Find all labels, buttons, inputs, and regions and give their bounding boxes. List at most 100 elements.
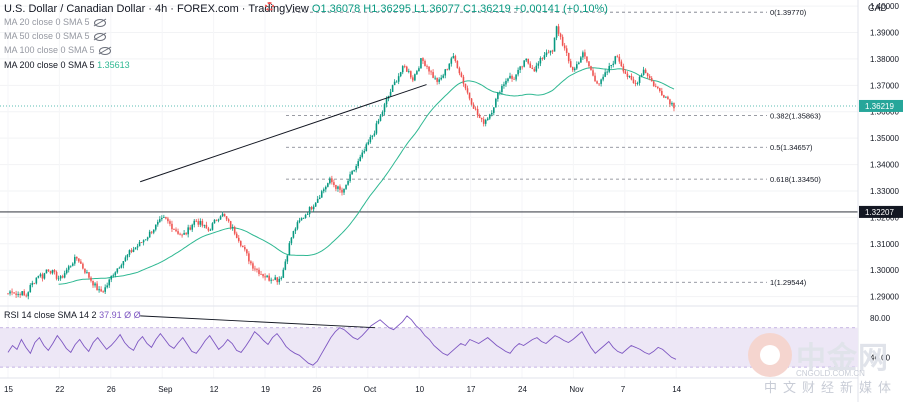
- settings-icon[interactable]: [265, 2, 274, 11]
- candle-body: [84, 268, 86, 273]
- candle-body: [598, 83, 600, 85]
- candle-body: [207, 228, 210, 231]
- time-tick-label: 19: [261, 385, 270, 394]
- candle-body: [563, 45, 566, 49]
- currency-label[interactable]: CAD: [868, 3, 888, 13]
- candle-body: [175, 229, 177, 232]
- candle-body: [114, 272, 117, 276]
- candle-body: [329, 178, 331, 184]
- candle-body: [484, 120, 487, 124]
- candle-body: [37, 275, 40, 278]
- candle-body: [258, 269, 260, 275]
- candle-body: [482, 119, 485, 124]
- candle-body: [223, 213, 226, 217]
- time-tick-label: Oct: [364, 385, 377, 394]
- candle-body: [7, 293, 9, 295]
- chart-header: U.S. Dollar / Canadian Dollar · 4h · FOR…: [4, 3, 608, 15]
- time-tick-label: 24: [518, 385, 527, 394]
- candle-body: [27, 292, 30, 297]
- candle-body: [239, 241, 242, 246]
- candle-body: [134, 247, 137, 250]
- candle-body: [55, 271, 58, 279]
- candle-body: [450, 58, 453, 64]
- candle-body: [389, 91, 392, 96]
- hidden-eye-icon[interactable]: [93, 32, 106, 41]
- candle-body: [580, 57, 582, 63]
- candle-body: [369, 136, 372, 143]
- candle-body: [385, 98, 388, 105]
- candle-body: [90, 277, 92, 281]
- candle-body: [669, 99, 671, 105]
- candle-body: [57, 278, 60, 280]
- candle-body: [632, 79, 635, 84]
- time-tick-label: 17: [467, 385, 476, 394]
- candle-body: [505, 80, 507, 85]
- candle-body: [33, 282, 36, 284]
- candle-body: [92, 280, 94, 286]
- candle-body: [262, 274, 264, 277]
- candle-body: [355, 165, 357, 171]
- fib-level-label: 1(1.29544): [770, 278, 807, 287]
- rsi-pane[interactable]: 80.00 40.00: [0, 305, 891, 368]
- candle-body: [478, 114, 481, 118]
- candle-body: [442, 75, 445, 78]
- candle-body: [100, 289, 102, 292]
- candle-body: [438, 79, 440, 82]
- candle-body: [578, 62, 580, 65]
- price-axis[interactable]: 1.40000 1.39000 1.38000 1.37000 1.36000 1.350…: [857, 0, 903, 402]
- candle-body: [379, 115, 382, 121]
- candle-body: [280, 277, 283, 279]
- candle-body: [357, 161, 359, 166]
- candle-body: [353, 170, 355, 172]
- candle-body: [622, 66, 625, 72]
- candle-body: [288, 243, 291, 256]
- candle-body: [171, 223, 173, 230]
- candle-body: [393, 81, 396, 86]
- candle-body: [108, 279, 111, 286]
- candle-body: [337, 186, 339, 189]
- candle-body: [551, 50, 554, 52]
- candle-body: [244, 247, 246, 250]
- legend-ma50[interactable]: MA 50 close 0 SMA 5: [4, 31, 106, 41]
- candle-body: [565, 48, 568, 53]
- candle-body: [333, 182, 335, 186]
- rsi-legend[interactable]: RSI 14 close SMA 14 2 37.91 Ø Ø: [4, 310, 141, 320]
- candle-body: [424, 60, 426, 66]
- candle-body: [454, 56, 457, 62]
- candle-body: [181, 234, 183, 236]
- candle-body: [312, 206, 315, 210]
- candle-body: [412, 77, 414, 81]
- candle-body: [430, 71, 432, 73]
- candle-body: [521, 66, 523, 68]
- symbol-title[interactable]: U.S. Dollar / Canadian Dollar · 4h · FOR…: [4, 3, 309, 15]
- legend-ma100[interactable]: MA 100 close 0 SMA 5: [4, 45, 111, 55]
- candle-body: [76, 256, 78, 259]
- candle-body: [456, 61, 459, 69]
- candle-body: [452, 56, 455, 59]
- candle-body: [314, 202, 317, 207]
- candle-body: [193, 220, 196, 225]
- candle-body: [640, 74, 643, 77]
- candle-body: [626, 73, 629, 77]
- candle-body: [654, 86, 657, 87]
- candle-body: [573, 68, 576, 71]
- candle-body: [472, 104, 475, 109]
- legend-ma200[interactable]: MA 200 close 0 SMA 5 1.35613: [4, 60, 130, 70]
- candle-body: [515, 74, 517, 80]
- support-trendline: [140, 84, 427, 183]
- candle-body: [142, 240, 145, 243]
- candle-body: [503, 84, 505, 86]
- candle-body: [395, 81, 398, 83]
- candle-body: [377, 120, 380, 124]
- candle-body: [132, 249, 135, 252]
- candle-body: [320, 191, 323, 198]
- candle-body: [71, 263, 74, 266]
- candle-body: [124, 257, 127, 262]
- legend-ma20[interactable]: MA 20 close 0 SMA 5: [4, 17, 106, 27]
- time-tick-label: 14: [672, 385, 681, 394]
- hidden-eye-icon[interactable]: [93, 18, 106, 27]
- hidden-eye-icon[interactable]: [98, 46, 111, 55]
- time-axis[interactable]: 15 22 26 Sep 12 19 26 Oct 10 17 24 Nov 7 14: [0, 377, 858, 394]
- candle-body: [256, 269, 258, 270]
